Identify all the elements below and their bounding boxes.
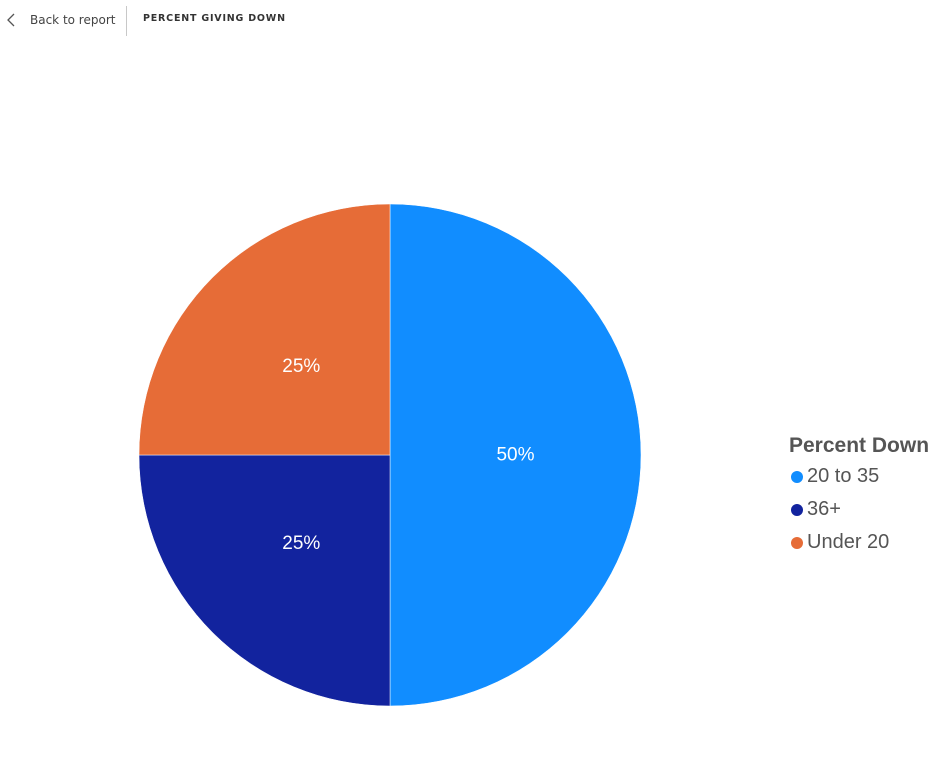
legend-dot: [791, 470, 803, 483]
pie-chart: 50% 25% 25% Percent Down 20 to 35 36+ Unde…: [0, 40, 946, 784]
data-label: 25%: [282, 533, 320, 554]
data-label: 50%: [496, 445, 534, 466]
pie-slice-under-20[interactable]: [138, 203, 391, 456]
legend-label: Under 20: [807, 531, 890, 553]
page-title: PERCENT GIVING DOWN: [143, 13, 286, 24]
pie-slice-36[interactable]: [138, 454, 391, 707]
header-bar: Back to report PERCENT GIVING DOWN: [0, 0, 946, 40]
legend-label: 36+: [807, 498, 841, 520]
back-to-report-button[interactable]: Back to report: [6, 8, 115, 32]
pie-chart-svg: 50% 25% 25%: [138, 203, 642, 707]
legend-dot: [791, 536, 803, 549]
legend-item-20-to-35[interactable]: 20 to 35: [791, 460, 929, 493]
chart-legend: Percent Down 20 to 35 36+ Under 20: [789, 434, 929, 559]
data-label: 25%: [282, 356, 320, 377]
legend-label: 20 to 35: [807, 465, 880, 487]
legend-item-under-20[interactable]: Under 20: [791, 526, 929, 559]
legend-title: Percent Down: [789, 434, 930, 457]
chevron-left-icon: [6, 12, 16, 28]
header-divider: [126, 6, 127, 36]
legend-item-36-plus[interactable]: 36+: [791, 493, 929, 526]
legend-dot: [791, 503, 803, 516]
back-to-report-label: Back to report: [30, 13, 116, 27]
pie-slice-20-to-35[interactable]: [389, 203, 642, 707]
